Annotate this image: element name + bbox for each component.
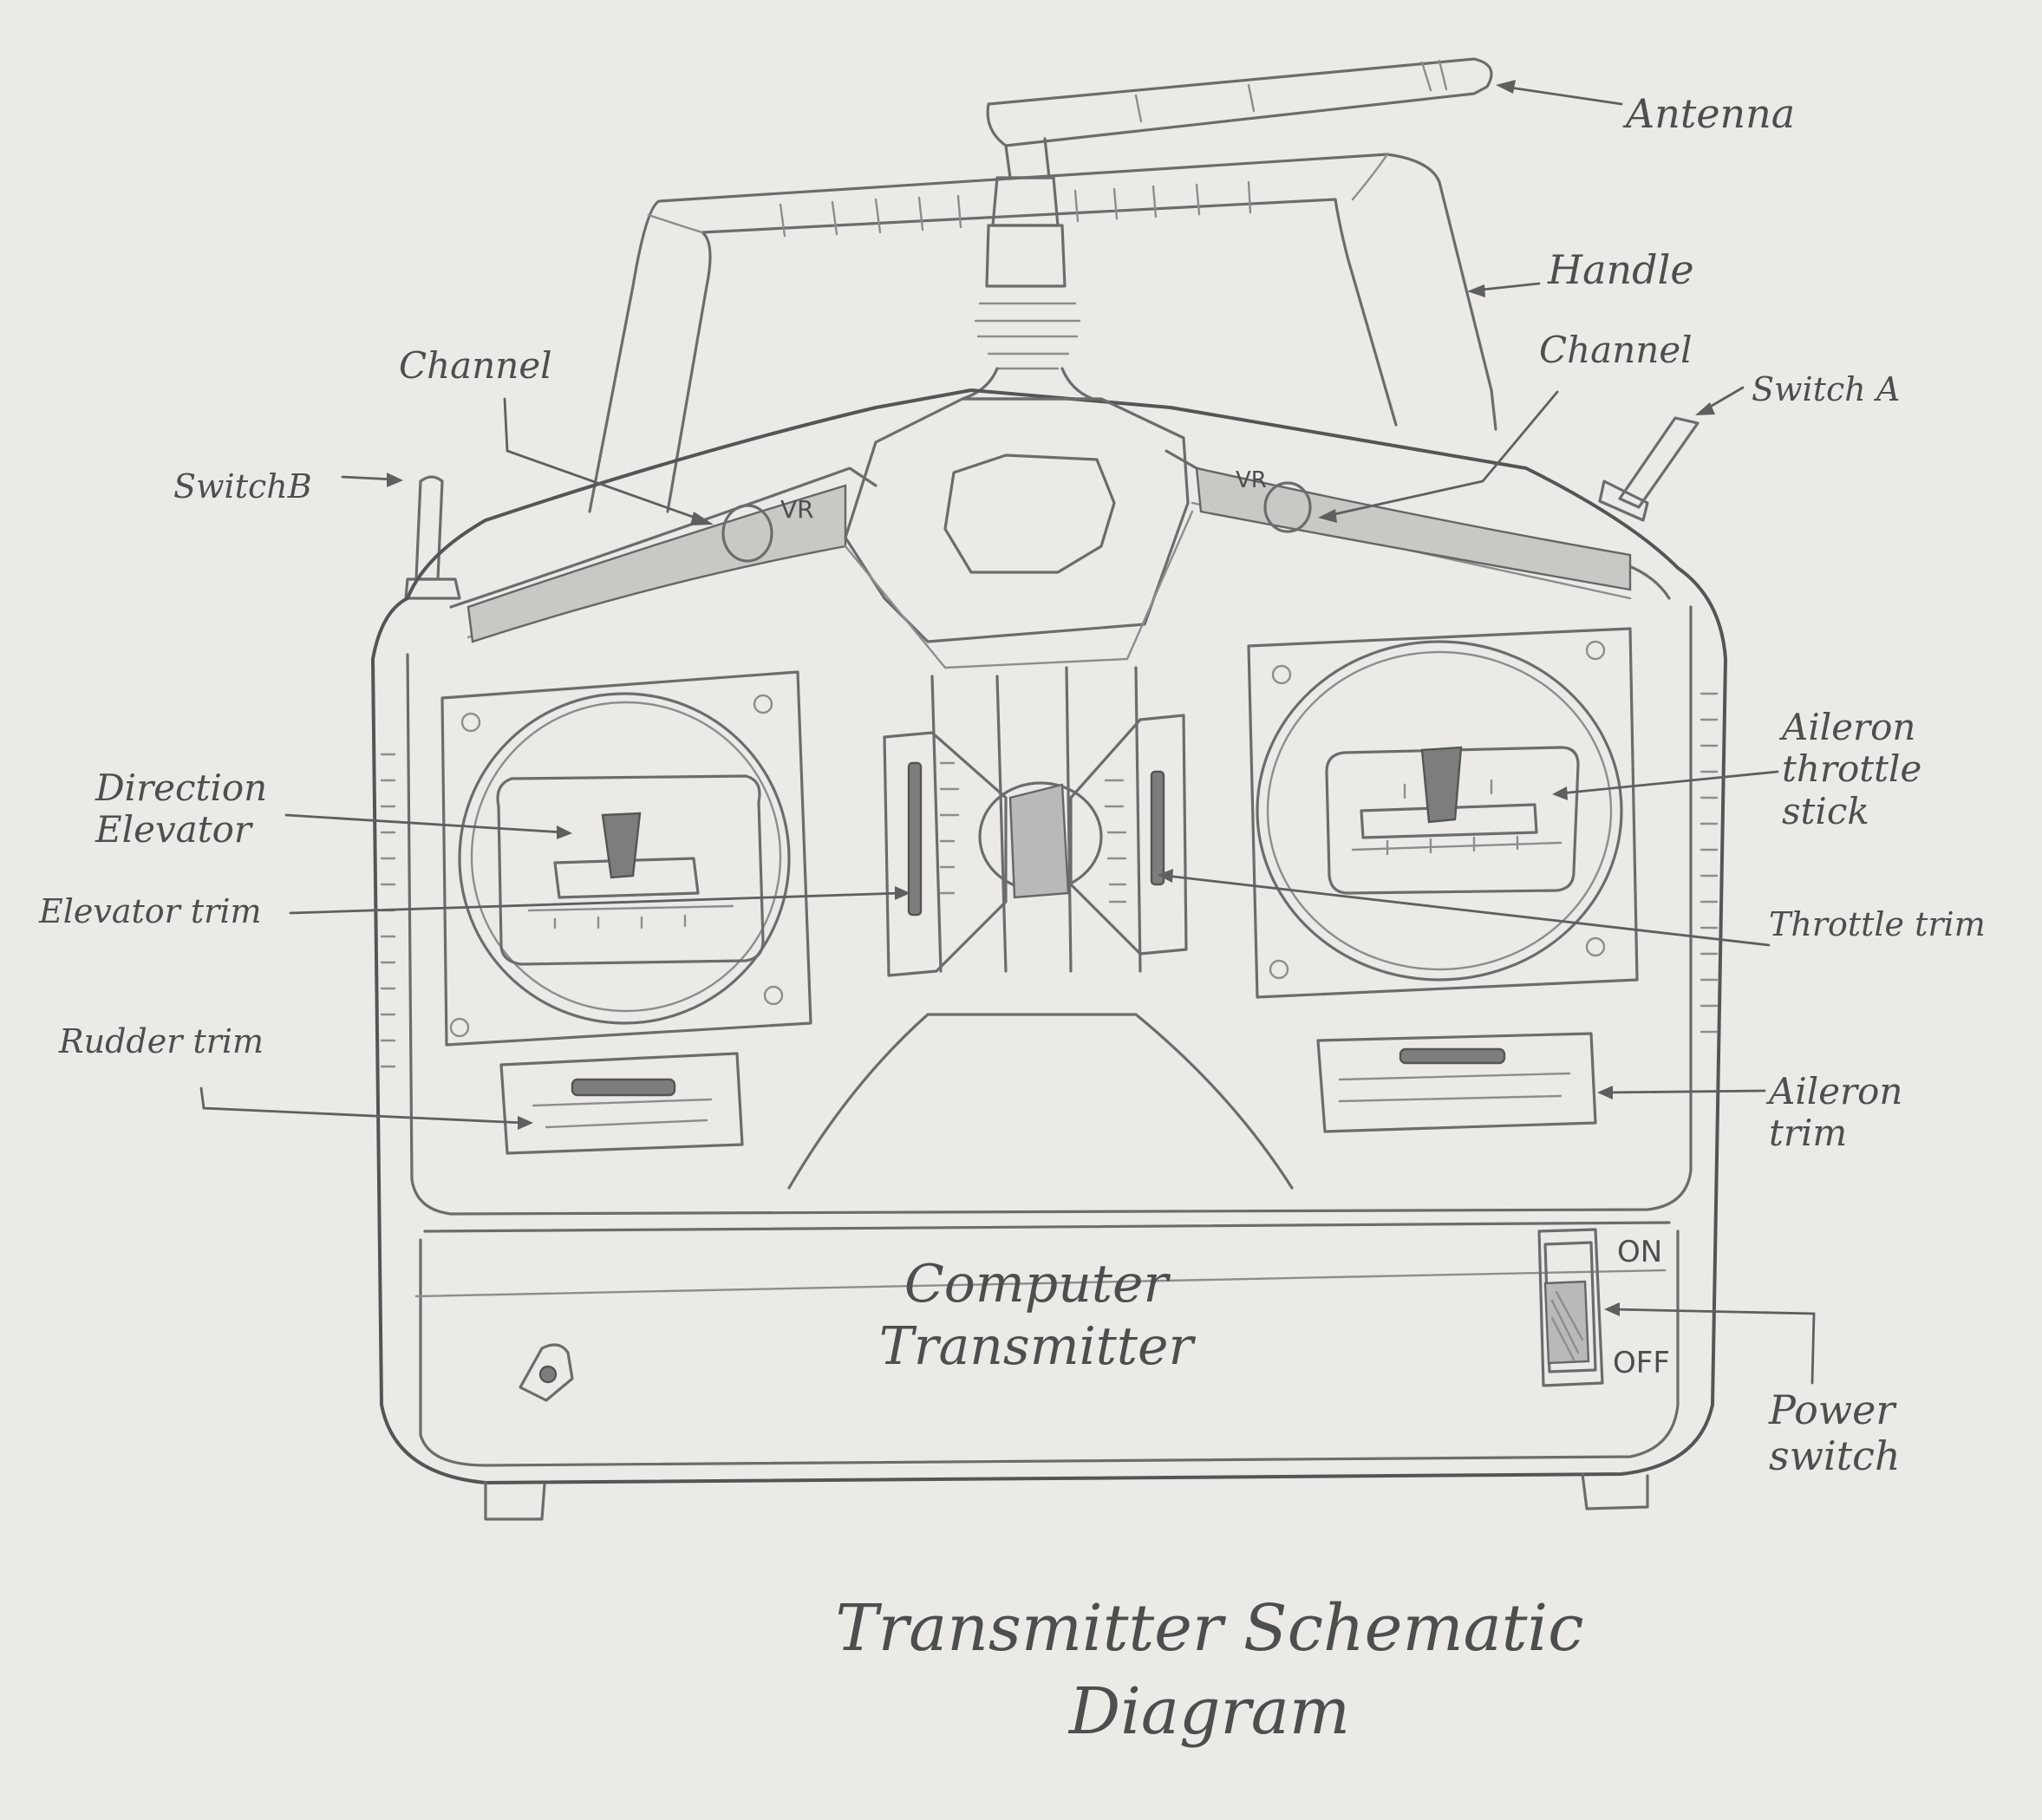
aileron-trim-slider [1316,1032,1597,1133]
device-label: Computer Transmitter [878,1254,1194,1377]
vr-mark-right: VR [1236,467,1267,493]
label-elevator-trim: Elevator trim [39,892,262,930]
right-stick-gimbal [1247,627,1639,999]
label-power-switch: Power switch [1769,1386,1901,1479]
power-switch [1537,1228,1604,1387]
transmitter-body [371,388,1727,1521]
label-throttle-trim: Throttle trim [1769,905,1986,943]
label-direction-elevator: Direction Elevator [95,766,268,851]
channel-knob-right [1263,481,1312,533]
label-rudder-trim: Rudder trim [59,1022,264,1060]
label-switch-b: SwitchB [173,467,312,506]
rudder-trim-slider [499,1052,744,1155]
center-display [844,397,1194,669]
diagram-title: Transmitter Schematic Diagram [835,1591,1584,1750]
label-antenna: Antenna [1626,90,1796,137]
label-switch-a: Switch A [1752,370,1901,408]
label-aileron-trim: Aileron trim [1769,1070,1903,1155]
switch-b-toggle [404,475,461,600]
switch-a-toggle [1598,416,1699,522]
switch-mark-off: OFF [1613,1346,1670,1380]
antenna [961,57,1493,401]
label-aileron-throttle-stick: Aileron throttle stick [1782,706,1922,832]
left-stick-gimbal [440,670,812,1047]
switch-mark-on: ON [1617,1235,1663,1269]
label-channel-right: Channel [1539,329,1693,371]
channel-knob-left [721,504,773,563]
label-channel-left: Channel [399,344,552,387]
label-handle: Handle [1548,246,1694,293]
vr-mark-left: VR [780,495,814,524]
charging-socket [519,1343,574,1402]
handle [588,153,1497,513]
leader-lines [199,80,1816,1385]
center-trim-panel [787,666,1294,1190]
